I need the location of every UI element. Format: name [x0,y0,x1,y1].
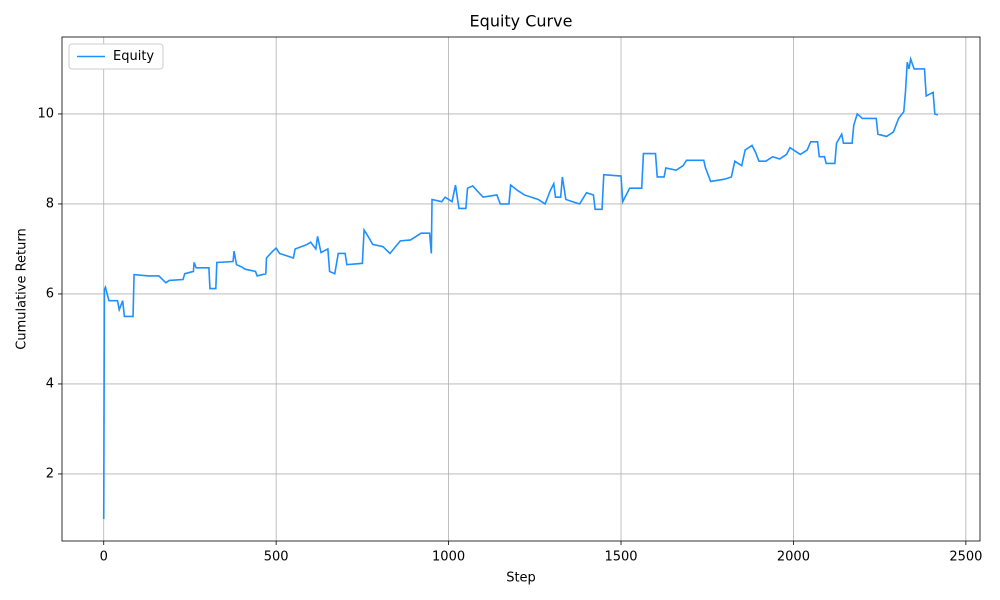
x-axis-label: Step [506,571,536,586]
legend-label: Equity [113,49,154,64]
x-tick-label: 2000 [777,550,810,565]
x-tick-label: 1500 [604,550,637,565]
y-tick-label: 2 [46,466,54,481]
y-axis-label: Cumulative Return [15,228,30,349]
plot-frame [61,36,981,542]
x-tick-label: 1000 [432,550,465,565]
y-tick-label: 6 [46,286,54,301]
x-tick-label: 0 [100,550,108,565]
x-tick-label: 2500 [949,550,982,565]
equity-line [102,55,939,519]
x-tick-label: 500 [264,550,289,565]
y-tick-label: 4 [46,376,54,391]
legend-box [68,43,164,70]
y-tick-label: 10 [37,106,54,121]
chart-title: Equity Curve [470,12,573,31]
y-tick-label: 8 [46,196,54,211]
